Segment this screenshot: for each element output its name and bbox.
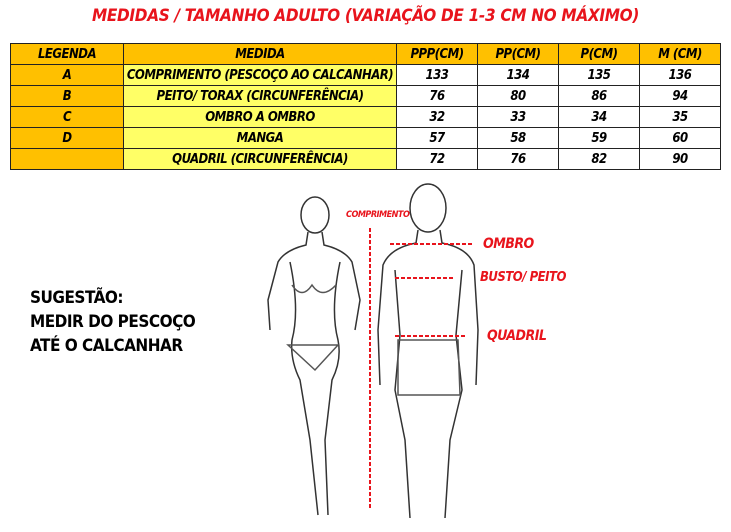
measure-cell: COMPRIMENTO (PESCOÇO AO CALCANHAR): [123, 64, 397, 86]
value-cell: 34: [558, 106, 640, 128]
page-title: MEDIDAS / TAMANHO ADULTO (VARIAÇÃO DE 1-…: [91, 6, 640, 26]
measure-cell: QUADRIL (CIRCUNFERÊNCIA): [123, 148, 397, 170]
legend-cell: [10, 148, 124, 170]
measure-cell: OMBRO A OMBRO: [123, 106, 397, 128]
label-busto: BUSTO/ PEITO: [480, 270, 566, 285]
table-row: D MANGA 57 58 59 60: [10, 127, 721, 149]
measure-lines: [369, 228, 473, 510]
man-figure-icon: [377, 183, 479, 519]
col-header: M (CM): [639, 43, 721, 65]
value-cell: 76: [477, 148, 559, 170]
value-cell: 60: [639, 127, 721, 149]
value-cell: 76: [396, 85, 478, 107]
col-header: MEDIDA: [123, 43, 397, 65]
label-comprimento: COMPRIMENTO: [346, 210, 410, 220]
value-cell: 135: [558, 64, 640, 86]
suggestion-text: SUGESTÃO: MEDIR DO PESCOÇO ATÉ O CALCANH…: [30, 286, 196, 358]
table-row: A COMPRIMENTO (PESCOÇO AO CALCANHAR) 133 13…: [10, 64, 721, 86]
value-cell: 58: [477, 127, 559, 149]
label-quadril: QUADRIL: [487, 328, 547, 344]
legend-cell: C: [10, 106, 124, 128]
table-row: QUADRIL (CIRCUNFERÊNCIA) 72 76 82 90: [10, 148, 721, 170]
col-header: LEGENDA: [10, 43, 124, 65]
label-ombro: OMBRO: [483, 236, 534, 252]
measure-cell: MANGA: [123, 127, 397, 149]
suggestion-line: MEDIR DO PESCOÇO: [30, 312, 196, 332]
col-header: PPP(CM): [396, 43, 478, 65]
legend-cell: D: [10, 127, 124, 149]
legend-cell: B: [10, 85, 124, 107]
size-table: LEGENDA MEDIDA PPP(CM) PP(CM) P(CM) M (C…: [10, 43, 721, 170]
value-cell: 133: [396, 64, 478, 86]
legend-cell: A: [10, 64, 124, 86]
table-row: C OMBRO A OMBRO 32 33 34 35: [10, 106, 721, 128]
value-cell: 80: [477, 85, 559, 107]
value-cell: 59: [558, 127, 640, 149]
col-header: P(CM): [558, 43, 640, 65]
table-header-row: LEGENDA MEDIDA PPP(CM) PP(CM) P(CM) M (C…: [10, 43, 721, 65]
value-cell: 90: [639, 148, 721, 170]
table-row: B PEITO/ TORAX (CIRCUNFERÊNCIA) 76 80 86 94: [10, 85, 721, 107]
value-cell: 82: [558, 148, 640, 170]
suggestion-line: ATÉ O CALCANHAR: [30, 336, 183, 356]
woman-figure-icon: [267, 196, 361, 516]
value-cell: 94: [639, 85, 721, 107]
suggestion-line: SUGESTÃO:: [30, 288, 124, 308]
value-cell: 33: [477, 106, 559, 128]
